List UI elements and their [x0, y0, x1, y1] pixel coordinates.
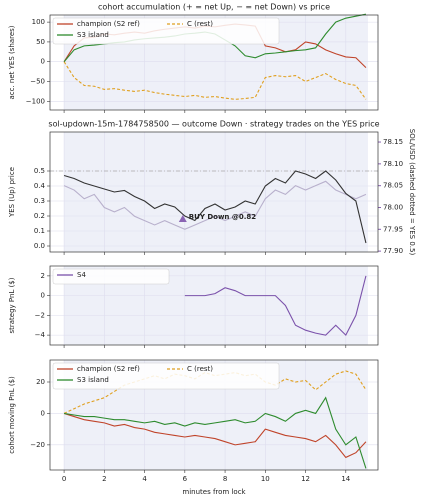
y2-tick-label: 78.10: [383, 160, 403, 168]
series-line: [184, 275, 367, 337]
y2-tick-label: 78.15: [383, 138, 403, 146]
legend-box: [52, 362, 280, 390]
legend-label: S3 island: [77, 376, 109, 384]
legend-box: [52, 17, 280, 45]
series-line: [63, 370, 367, 414]
legend-box: [52, 268, 170, 285]
plot-frame: [49, 131, 379, 253]
y-tick-label: 0.3: [34, 197, 45, 205]
x-tick-label: 10: [261, 475, 270, 483]
legend-label: champion (S2 ref): [77, 20, 140, 28]
y-tick-label: 20: [36, 378, 45, 386]
chart-title: cohort accumulation (+ = net Up, − = net…: [98, 3, 330, 12]
y-tick-label: 0: [41, 292, 45, 300]
trade-marker: [178, 215, 187, 222]
y2-tick-label: 78.05: [383, 182, 403, 190]
y-tick-label: 0: [41, 58, 45, 66]
y-tick-label: −20: [30, 441, 45, 449]
x-tick-label: 12: [301, 475, 310, 483]
x-tick-label: 14: [341, 475, 350, 483]
plot-frame: [49, 265, 379, 346]
y2-tick-label: 77.95: [383, 225, 403, 233]
y-tick-label: −2: [35, 311, 45, 319]
y2-tick-label: 78.00: [383, 203, 403, 211]
legend-label: S4: [77, 271, 86, 279]
shaded-span: [64, 132, 368, 252]
y-axis-label: acc. net YES (shares): [8, 25, 16, 99]
series-line: [64, 396, 367, 469]
x-tick-label: 2: [102, 475, 106, 483]
y-tick-label: 50: [36, 38, 45, 46]
legend-label: S3 island: [77, 31, 109, 39]
y-tick-label: 2: [41, 272, 45, 280]
legend-label: champion (S2 ref): [77, 365, 140, 373]
series-line: [63, 170, 367, 244]
series-line: [63, 412, 367, 459]
plot-frame: [49, 359, 379, 471]
chart-title: sol-updown-15m-1784758500 — outcome Down…: [48, 120, 379, 129]
y-tick-label: 0.2: [34, 212, 45, 220]
legend-label: C (rest): [187, 365, 213, 373]
y-tick-label: 0.1: [34, 227, 45, 235]
y-tick-label: 0: [41, 409, 45, 417]
y-tick-label: 0.5: [34, 167, 45, 175]
x-axis-label: minutes from lock: [182, 488, 246, 496]
y-tick-label: −4: [35, 331, 46, 339]
legend: champion (S2 ref) C (rest) S3 island: [52, 17, 280, 45]
y2-tick-label: 77.90: [383, 247, 403, 255]
legend: S4: [52, 268, 170, 285]
y-axis-label: YES (Up) price: [8, 167, 16, 218]
series-line: [63, 180, 367, 230]
y-tick-label: 0.0: [34, 242, 45, 250]
y-axis-label: cohort moving PnL ($): [8, 376, 16, 454]
plot-frame: [49, 14, 379, 111]
annotation: BUY Down @0.82: [189, 213, 256, 221]
x-tick-label: 8: [223, 475, 227, 483]
series-line: [63, 61, 367, 100]
x-tick-label: 0: [62, 475, 66, 483]
legend: champion (S2 ref) C (rest) S3 island: [52, 362, 280, 390]
y-tick-label: −50: [30, 78, 45, 86]
legend-label: C (rest): [187, 20, 213, 28]
y-tick-label: −100: [26, 97, 45, 105]
y-tick-label: 0.4: [34, 182, 46, 190]
y2-axis-label: SOL/USD (dashed dotted = YES 0.5): [408, 129, 416, 256]
y-tick-label: 100: [32, 18, 45, 26]
x-tick-label: 4: [142, 475, 147, 483]
x-tick-label: 6: [183, 475, 188, 483]
y-axis-label: strategy PnL ($): [8, 277, 16, 333]
